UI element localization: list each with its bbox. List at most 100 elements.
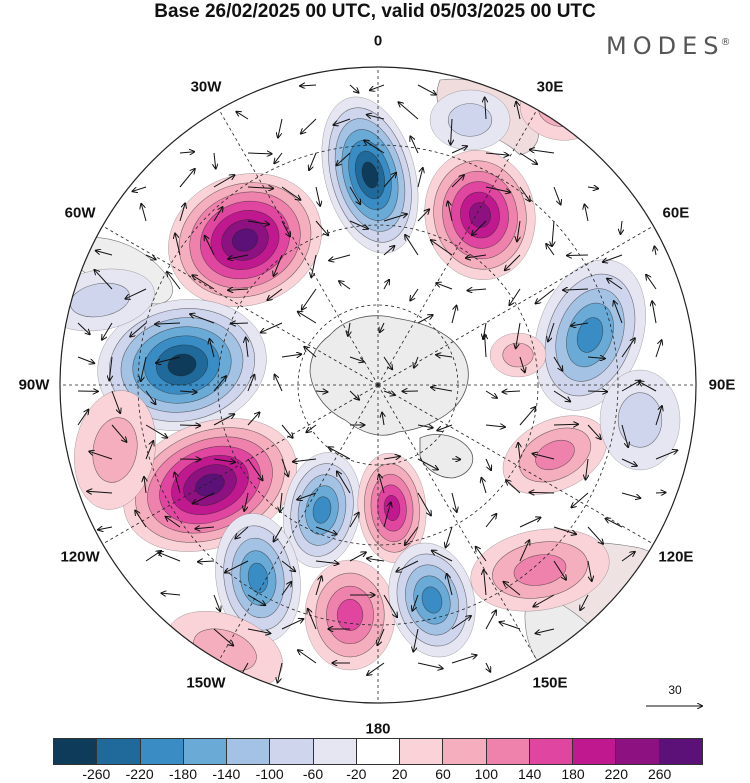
wind-vector-arrow	[567, 255, 589, 256]
wind-vector-arrow	[281, 186, 300, 200]
colorbar-tick-label: -60	[302, 766, 324, 782]
anomaly-contour	[447, 103, 493, 137]
reference-vector-label: 30	[668, 683, 682, 697]
wind-vector-arrow	[281, 458, 288, 476]
wind-vector-arrow	[621, 220, 622, 234]
lon-90w-label: 90W	[18, 376, 50, 394]
lon-90e-label: 90E	[708, 376, 736, 394]
wind-vector-arrow	[77, 322, 90, 334]
wind-vector-arrow	[432, 551, 453, 562]
wind-vector-arrow	[413, 628, 419, 652]
anomaly-cell	[357, 452, 427, 564]
antarctica-landmass	[309, 315, 469, 436]
wind-vector-arrow	[485, 610, 496, 630]
wind-vector-arrow	[349, 513, 359, 528]
wind-vector-arrow	[533, 594, 555, 607]
wind-vector-arrow	[300, 85, 317, 86]
wind-vector-arrow	[158, 552, 181, 562]
wind-vector-arrow	[213, 414, 234, 426]
wind-vector-arrow	[652, 301, 657, 324]
wind-vector-arrow	[417, 168, 423, 188]
wind-vector-arrow	[417, 84, 436, 95]
wind-vector-arrow	[377, 628, 385, 645]
wind-vector-arrow	[274, 526, 283, 541]
wind-vector-arrow	[175, 234, 181, 256]
wind-vector-arrow	[451, 616, 471, 630]
colorbar-swatch	[486, 739, 530, 764]
wind-vector-arrow	[349, 84, 359, 93]
wind-vector-arrow	[195, 527, 215, 529]
colorbar-swatch	[400, 739, 444, 764]
anomaly-contour	[92, 417, 138, 483]
anomaly-cell	[321, 96, 419, 254]
wind-vector-arrow	[587, 526, 603, 544]
colorbar-swatch	[573, 739, 617, 764]
wind-vector-arrow	[517, 220, 520, 241]
wind-vector-arrow	[156, 356, 181, 363]
wind-vector-arrow	[380, 322, 384, 332]
anomaly-contour	[617, 392, 663, 448]
colorbar-tick-label: 100	[474, 766, 499, 782]
wind-vector-arrow	[297, 492, 317, 500]
meridian-line	[377, 384, 538, 661]
wind-vector-arrow	[349, 552, 366, 562]
colorbar-swatch	[140, 739, 184, 764]
wind-vector-arrow	[247, 628, 270, 633]
wind-vector-arrow	[621, 552, 635, 562]
meridian-line	[218, 384, 379, 661]
map-border	[59, 66, 697, 704]
lon-180-label: 180	[365, 720, 391, 738]
wind-vector-arrow	[198, 561, 215, 562]
colorbar-swatch	[443, 739, 487, 764]
wind-vector-arrow	[476, 547, 487, 562]
wind-vector-arrow	[451, 306, 456, 324]
wind-vector-arrow	[349, 390, 359, 400]
wind-vector-arrow	[553, 526, 576, 534]
wind-vector-arrow	[621, 338, 635, 358]
wind-vector-arrow	[516, 322, 521, 348]
wind-vector-arrow	[431, 240, 453, 256]
colorbar-tick-label: -220	[125, 766, 154, 782]
wind-vector-arrow	[412, 594, 419, 611]
wind-vector-arrow	[298, 650, 317, 664]
wind-vector-arrow	[553, 390, 570, 401]
wind-vector-arrow	[503, 391, 521, 392]
wind-vector-arrow	[587, 187, 598, 189]
wind-vector-arrow	[278, 118, 283, 137]
anomaly-contour	[502, 342, 534, 368]
wind-vector-arrow	[417, 492, 431, 515]
meridian-line	[377, 109, 538, 386]
colorbar-tick-label: 60	[435, 766, 451, 782]
wind-vector-arrow	[205, 236, 215, 256]
wind-vectors	[77, 84, 677, 683]
wind-vector-arrow	[654, 246, 656, 256]
meridian-line	[377, 384, 654, 545]
wind-vector-arrow	[278, 662, 283, 683]
wind-vector-arrow	[247, 220, 269, 224]
wind-vector-arrow	[451, 655, 477, 664]
wind-vector-arrow	[315, 526, 337, 534]
wind-vector-arrow	[364, 140, 385, 154]
anomaly-contour	[312, 496, 332, 524]
graticule	[60, 67, 696, 703]
wind-vector-arrow	[530, 150, 555, 154]
wind-vector-arrow	[485, 98, 486, 120]
wind-vector-arrow	[247, 187, 273, 188]
anomaly-contours	[60, 79, 681, 689]
wind-vector-arrow	[571, 492, 589, 507]
wind-vector-arrow	[315, 576, 322, 596]
colorbar-swatch	[616, 739, 660, 764]
wind-vector-arrow	[370, 84, 385, 90]
wind-vector-arrow	[436, 355, 453, 357]
wind-vector-arrow	[417, 425, 433, 428]
wind-vector-arrow	[144, 477, 146, 494]
wind-vector-arrow	[141, 356, 147, 381]
wind-vector-arrow	[405, 235, 419, 256]
wind-vector-arrow	[111, 424, 126, 442]
wind-vector-arrow	[231, 323, 249, 324]
wind-vector-arrow	[77, 410, 88, 426]
wind-vector-arrow	[336, 152, 351, 165]
wind-vector-arrow	[519, 356, 525, 372]
wind-vector-arrow	[486, 662, 490, 672]
anomaly-cell	[215, 513, 301, 643]
